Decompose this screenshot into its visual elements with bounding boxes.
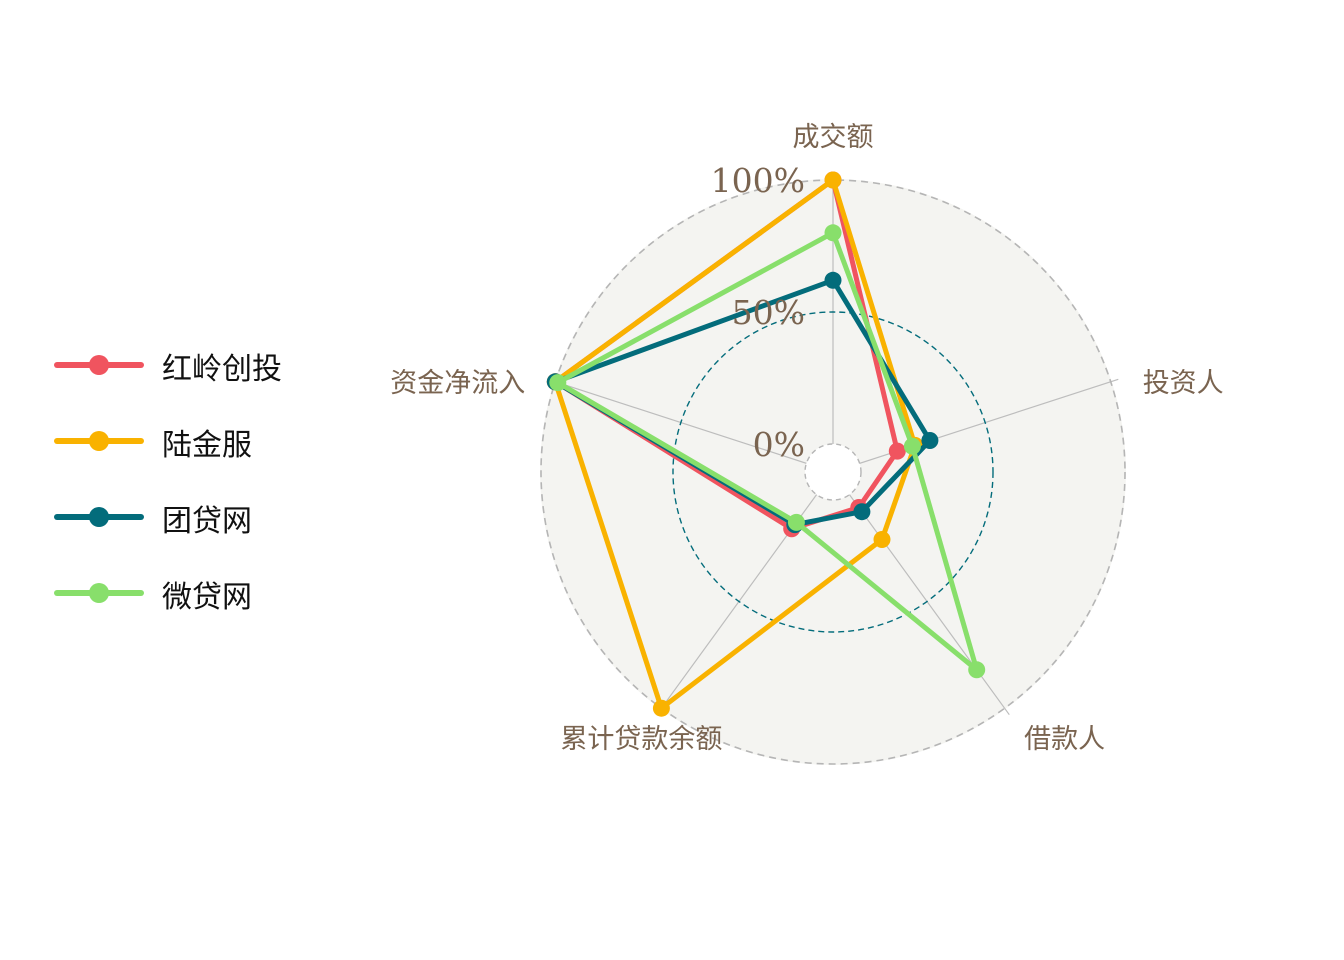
axis-label: 累计贷款余额 [560, 724, 722, 755]
series-point [921, 432, 939, 449]
series-line-1 [552, 177, 918, 711]
legend: 红岭创投 陆金服 团贷网 微贷网 [52, 338, 352, 642]
legend-item-3[interactable]: 微贷网 [52, 566, 352, 642]
axis-label: 投资人 [1143, 368, 1224, 399]
legend-label: 陆金服 [162, 428, 252, 463]
series-point [824, 224, 842, 242]
series-point [903, 437, 921, 455]
legend-swatch-dot [89, 507, 109, 527]
series-point [888, 442, 906, 460]
legend-item-1[interactable]: 陆金服 [52, 414, 352, 490]
legend-swatch-dot [89, 583, 109, 603]
axis-label: 成交额 [793, 122, 874, 153]
series-point [549, 374, 567, 392]
grid-label: 100% [711, 161, 805, 200]
legend-item-0[interactable]: 红岭创投 [52, 338, 352, 414]
series-point [652, 699, 670, 717]
series-point [824, 271, 842, 289]
series-point [787, 513, 805, 531]
grid-circle-50 [672, 311, 994, 633]
axis-spoke [547, 378, 834, 473]
grid-label: 50% [732, 293, 805, 332]
grid-circle-100 [540, 179, 1126, 765]
axis-spoke [832, 378, 1119, 473]
grid-circle-0 [804, 443, 862, 501]
series-line-3 [555, 230, 980, 673]
axis-spoke [656, 471, 834, 716]
series-point [968, 661, 986, 679]
series-line-2 [552, 277, 933, 528]
legend-swatch-dot [89, 355, 109, 375]
legend-label: 红岭创投 [162, 352, 282, 387]
series-point [853, 503, 871, 521]
legend-item-2[interactable]: 团贷网 [52, 490, 352, 566]
series-point [873, 531, 891, 548]
legend-label: 团贷网 [162, 504, 252, 539]
axis-label: 借款人 [1024, 724, 1105, 755]
legend-label: 微贷网 [162, 580, 252, 615]
grid-label: 0% [753, 425, 805, 464]
axis-label: 资金净流入 [390, 368, 525, 399]
series-point [824, 171, 842, 189]
legend-swatch-dot [89, 431, 109, 451]
